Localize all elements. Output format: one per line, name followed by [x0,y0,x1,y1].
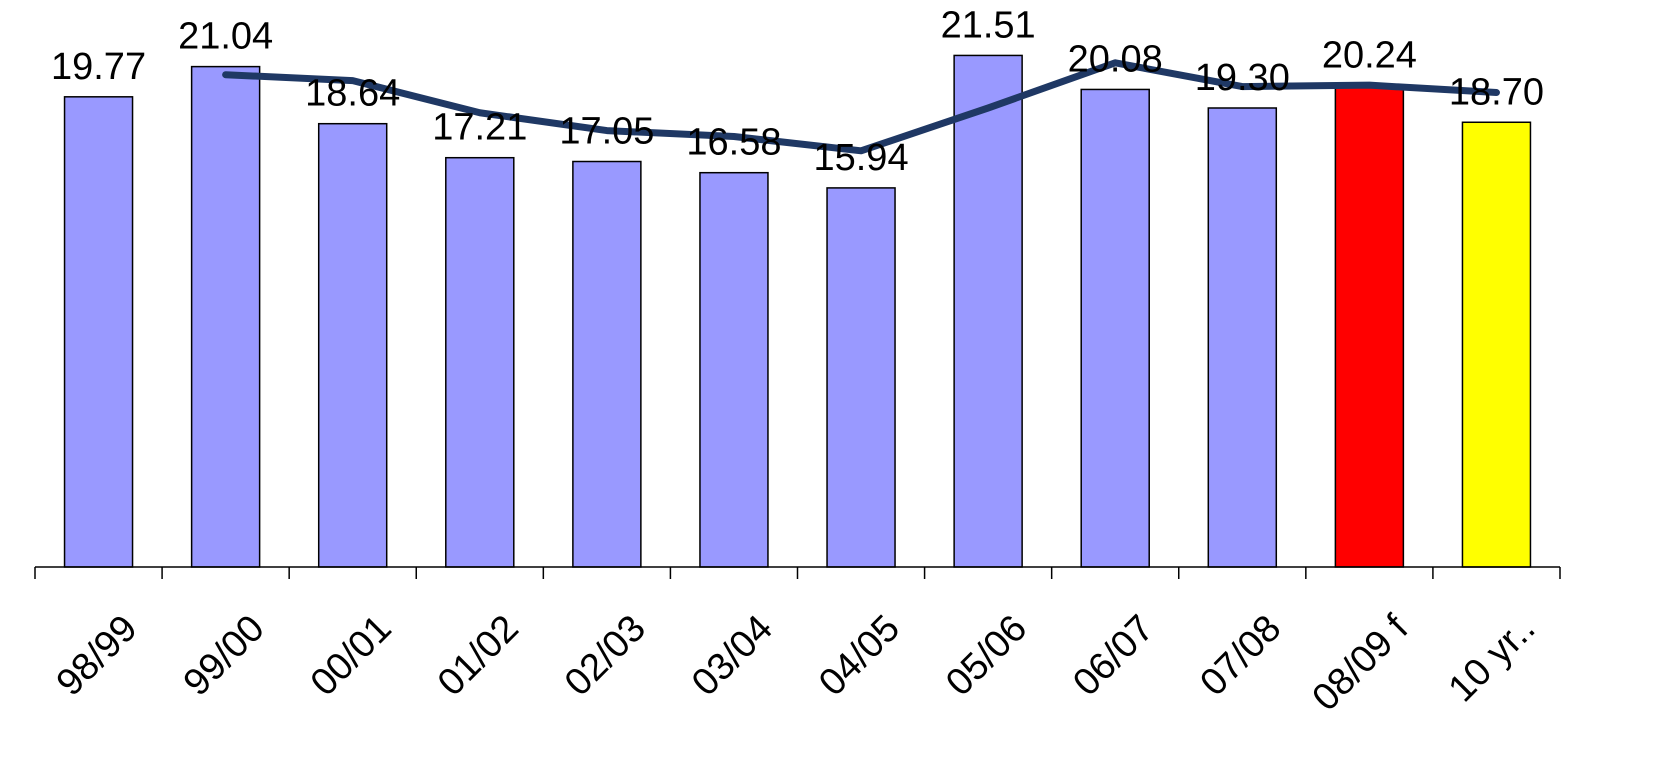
x-tick-label: 00/01 [303,607,400,704]
bar-07-08 [1207,107,1278,568]
bar-99-00 [190,65,261,568]
bar-05-06 [953,54,1023,568]
bar-10-yr- [1461,121,1532,568]
bar-00-01 [317,122,388,568]
bar-02-03 [572,160,642,568]
data-label: 17.05 [559,111,654,153]
x-tick-label: 10 yr.. [1441,607,1544,710]
data-label: 18.70 [1449,71,1544,113]
data-label: 15.94 [813,137,908,179]
x-tick-label: 06/07 [1065,607,1162,704]
x-tick-label: 08/09 f [1305,607,1417,719]
data-label: 20.08 [1068,38,1163,80]
x-tick-label: 05/06 [938,607,1035,704]
bar-03-04 [699,171,769,568]
bar-01-02 [445,156,515,568]
x-tick-label: 01/02 [430,607,527,704]
trend-line [222,59,1500,155]
bar-98-99 [63,96,134,568]
data-label: 21.51 [941,4,1036,46]
trend-line-group [222,59,1500,155]
data-label: 19.77 [51,46,146,88]
data-label: 20.24 [1322,35,1417,77]
bar-04-05 [826,187,896,568]
x-tick-label: 04/05 [811,607,908,704]
data-label: 18.64 [305,73,400,115]
data-label: 17.21 [432,107,527,149]
bar-08-09-f [1334,84,1405,568]
bars-group [63,54,1532,568]
x-tick-label: 99/00 [176,607,273,704]
x-tick-label: 03/04 [684,607,781,704]
x-tick-label: 07/08 [1192,607,1289,704]
x-axis: 98/99 99/00 00/01 01/02 02/03 03/04 04/05 05/06… [34,566,1561,719]
x-tick-label: 98/99 [49,607,146,704]
data-labels-group: 19.77 21.04 18.64 17.21 17.05 16.58 15.94 21.51… [51,4,1544,178]
bar-06-07 [1080,88,1150,568]
data-label: 19.30 [1195,57,1290,99]
data-label: 21.04 [178,16,273,58]
data-label: 16.58 [686,122,781,164]
x-tick-label: 02/03 [557,607,654,704]
